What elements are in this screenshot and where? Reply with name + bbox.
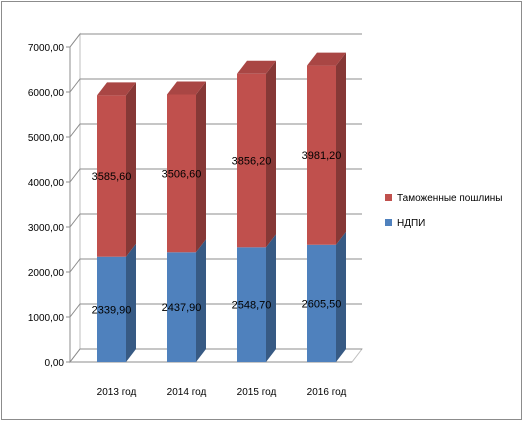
y-tick-label: 7000,00 (28, 43, 65, 54)
chart-frame: 0,00 1000,00 2000,00 3000,00 4000,00 5000,00 6… (1, 1, 522, 420)
bar-ndpi-side (126, 243, 136, 362)
data-label: 2437,90 (162, 302, 202, 314)
x-tick-label: 2014 год (167, 387, 207, 398)
legend-label-ndpi: НДПИ (397, 218, 425, 229)
legend-swatch-customs (385, 194, 392, 201)
data-label: 2548,70 (232, 300, 272, 312)
data-label: 2339,90 (92, 304, 132, 316)
y-tick-label: 3000,00 (28, 223, 65, 234)
data-label: 3981,20 (302, 150, 342, 162)
gridline (69, 33, 362, 48)
bar-customs-top (97, 82, 136, 96)
bar-customs-top (307, 52, 346, 66)
x-tick-label: 2015 год (237, 387, 277, 398)
data-label: 3506,60 (162, 168, 202, 180)
bar-ndpi-front (167, 252, 196, 362)
y-tick-label: 2000,00 (28, 268, 65, 279)
bar-customs-top (167, 81, 206, 95)
x-tick-label: 2013 год (97, 387, 137, 398)
legend-swatch-ndpi (385, 219, 392, 226)
bar-ndpi-side (336, 231, 346, 362)
x-tick-label: 2016 год (307, 387, 347, 398)
y-tick-label: 5000,00 (28, 133, 65, 144)
y-tick-label: 1000,00 (28, 313, 65, 324)
bar-ndpi-side (266, 234, 276, 362)
bar-ndpi-front (97, 256, 126, 362)
bar-customs-side (336, 52, 346, 245)
y-tick-label: 0,00 (45, 358, 65, 369)
data-label: 3856,20 (232, 156, 272, 168)
y-tick-label: 4000,00 (28, 178, 65, 189)
bar-ndpi-front (237, 247, 266, 362)
stacked-bar-chart: 0,00 1000,00 2000,00 3000,00 4000,00 5000,00 6… (28, 32, 503, 398)
bar-ndpi-front (307, 244, 336, 362)
bar-ndpi-side (196, 239, 206, 362)
bar-customs-front (237, 73, 266, 248)
data-label: 3585,60 (92, 171, 132, 183)
bar-customs-side (126, 82, 136, 257)
legend-label-customs: Таможенные пошлины (397, 193, 503, 204)
bar-customs-front (97, 95, 126, 257)
data-label: 2605,50 (302, 298, 342, 310)
bar-customs-side (266, 60, 276, 248)
side-wall (69, 32, 81, 364)
bar-customs-front (307, 65, 336, 245)
bar-customs-side (196, 81, 206, 253)
y-tick-label: 6000,00 (28, 88, 65, 99)
bar-customs-front (167, 94, 196, 253)
bar-customs-top (237, 60, 276, 74)
